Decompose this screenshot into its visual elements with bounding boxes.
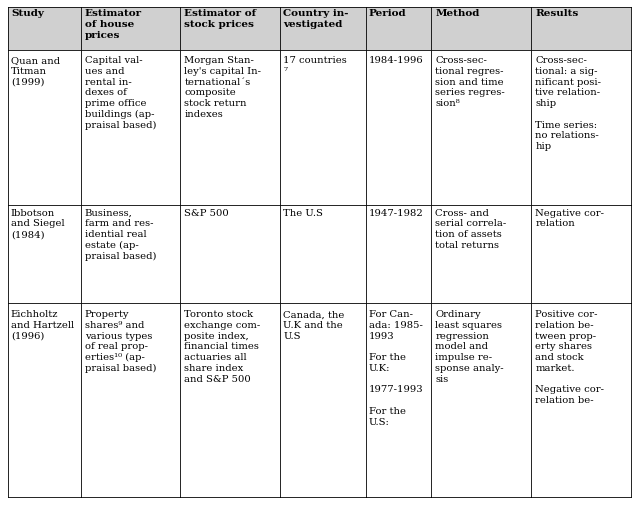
Text: Positive cor-
relation be-
tween prop-
erty shares
and stock
market.

Negative c: Positive cor- relation be- tween prop- e…	[535, 310, 604, 405]
Text: Property
shares⁹ and
various types
of real prop-
erties¹⁰ (ap-
praisal based): Property shares⁹ and various types of re…	[84, 310, 156, 373]
Text: Cross- and
serial correla-
tion of assets
total returns: Cross- and serial correla- tion of asset…	[436, 208, 507, 249]
Text: Eichholtz
and Hartzell
(1996): Eichholtz and Hartzell (1996)	[11, 310, 74, 340]
Text: Canada, the
U.K and the
U.S: Canada, the U.K and the U.S	[284, 310, 345, 340]
Text: The U.S: The U.S	[284, 208, 323, 217]
Text: Cross-sec-
tional regres-
sion and time
series regres-
sion⁸: Cross-sec- tional regres- sion and time …	[436, 56, 505, 108]
Text: Business,
farm and res-
idential real
estate (ap-
praisal based): Business, farm and res- idential real es…	[84, 208, 156, 261]
Text: Ibbotson
and Siegel
(1984): Ibbotson and Siegel (1984)	[11, 208, 65, 238]
Text: Method: Method	[436, 9, 480, 18]
Text: Period: Period	[369, 9, 406, 18]
Text: 17 countries
⁷: 17 countries ⁷	[284, 56, 347, 76]
Text: Estimator of
stock prices: Estimator of stock prices	[184, 9, 256, 29]
Text: Estimator
of house
prices: Estimator of house prices	[84, 9, 142, 40]
Text: Country in-
vestigated: Country in- vestigated	[284, 9, 349, 29]
Text: Toronto stock
exchange com-
posite index,
financial times
actuaries all
share in: Toronto stock exchange com- posite index…	[184, 310, 261, 383]
Text: Ordinary
least squares
regression
model and
impulse re-
sponse analy-
sis: Ordinary least squares regression model …	[436, 310, 504, 383]
Text: Quan and
Titman
(1999): Quan and Titman (1999)	[11, 56, 60, 86]
Text: Negative cor-
relation: Negative cor- relation	[535, 208, 604, 228]
Text: For Can-
ada: 1985-
1993

For the
U.K:

1977-1993

For the
U.S:: For Can- ada: 1985- 1993 For the U.K: 19…	[369, 310, 424, 426]
Text: 1984-1996: 1984-1996	[369, 56, 424, 65]
Text: Cross-sec-
tional: a sig-
nificant posi-
tive relation-
ship

Time series:
no re: Cross-sec- tional: a sig- nificant posi-…	[535, 56, 601, 151]
Text: Results: Results	[535, 9, 578, 18]
Text: S&P 500: S&P 500	[184, 208, 229, 217]
Text: Capital val-
ues and
rental in-
dexes of
prime office
buildings (ap-
praisal bas: Capital val- ues and rental in- dexes of…	[84, 56, 156, 130]
Text: Study: Study	[11, 9, 44, 18]
Text: Morgan Stan-
ley's capital In-
ternational´s
composite
stock return
indexes: Morgan Stan- ley's capital In- ternation…	[184, 56, 261, 119]
Text: 1947-1982: 1947-1982	[369, 208, 424, 217]
